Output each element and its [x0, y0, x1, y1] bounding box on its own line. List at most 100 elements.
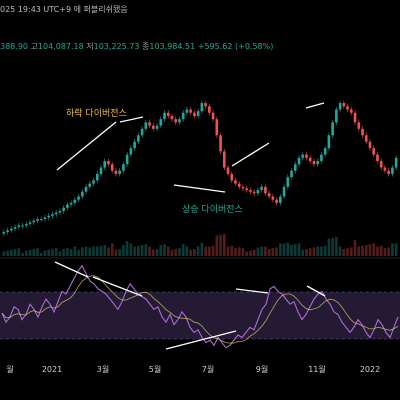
candle-body: [361, 128, 364, 136]
candle-body: [245, 188, 249, 191]
volume-bar: [39, 253, 43, 256]
volume-bar: [230, 245, 234, 256]
volume-bar: [144, 244, 148, 256]
candle-body: [372, 148, 376, 155]
candle-body: [200, 103, 204, 112]
candle-body: [2, 231, 6, 234]
rsi-trendline-bull: [165, 330, 237, 350]
candle-body: [13, 227, 17, 229]
change-value: +595.62 (+0.58%): [197, 42, 274, 51]
candle-body: [114, 170, 118, 174]
rsi-band: [0, 292, 400, 339]
volume-bar: [122, 245, 125, 256]
volume-bar: [338, 246, 342, 256]
volume-bar: [357, 246, 361, 256]
candle-body: [204, 103, 207, 107]
volume-bar: [125, 241, 129, 256]
volume-bar: [163, 244, 166, 256]
volume-bar: [62, 249, 65, 256]
candle-body: [189, 109, 192, 113]
candle-body: [77, 196, 80, 200]
candle-body: [178, 119, 181, 123]
candle-body: [21, 225, 24, 227]
volume-bar: [349, 247, 353, 256]
volume-bar: [211, 245, 215, 256]
volume-bar: [200, 242, 204, 256]
volume-bars: [2, 233, 398, 256]
volume-bar: [312, 247, 316, 256]
publish-status: 에 퍼블리쉬됐음: [73, 5, 128, 14]
volume-bar: [320, 246, 323, 256]
volume-bar: [148, 246, 151, 256]
candle-body: [163, 112, 166, 120]
candle-body: [181, 112, 185, 120]
price-trendline-bear-2: [119, 116, 144, 123]
candle-body: [301, 154, 305, 158]
candle-body: [379, 161, 383, 168]
x-tick-label: 5월: [149, 364, 161, 374]
rsi-trendline-top-2: [306, 285, 326, 297]
volume-bar: [151, 249, 155, 256]
candle-body: [24, 223, 28, 226]
candle-body: [222, 151, 226, 168]
candle-body: [338, 103, 342, 110]
candle-body: [241, 186, 245, 189]
candle-body: [185, 109, 189, 113]
volume-bar: [279, 243, 282, 256]
candle-body: [107, 161, 110, 165]
volume-bar: [69, 249, 73, 256]
volume-bar: [58, 251, 62, 256]
volume-bar: [346, 248, 349, 256]
candle-body: [349, 109, 353, 113]
rsi-pane: [1, 264, 399, 349]
volume-bar: [219, 234, 222, 256]
candle-body: [125, 154, 129, 165]
candle-body: [129, 148, 133, 155]
candle-body: [110, 164, 114, 171]
volume-bar: [28, 249, 32, 256]
candle-body: [264, 186, 267, 194]
volume-bar: [10, 249, 13, 256]
volume-bar: [43, 250, 47, 256]
volume-bar: [140, 245, 144, 256]
volume-bar: [237, 247, 241, 256]
price-trendline-bear-1: [56, 121, 117, 171]
rsi-trendline-top-1: [235, 288, 269, 294]
x-tick-label: 2021: [42, 365, 62, 374]
candle-body: [122, 164, 125, 171]
volume-bar: [95, 246, 99, 256]
candle-body: [28, 222, 32, 224]
volume-bar: [293, 244, 297, 256]
x-tick-label: 9월: [256, 364, 268, 374]
candle-body: [155, 125, 159, 129]
candle-body: [166, 112, 170, 116]
high-label: 고: [30, 42, 38, 51]
publish-info: 025 19:43 UTC+9 에 퍼블리쉬됐음: [0, 4, 128, 15]
candle-body: [140, 128, 144, 136]
volume-bar: [241, 248, 245, 256]
x-tick-label: 7월: [202, 364, 214, 374]
volume-bar: [54, 248, 58, 256]
volume-bar: [383, 248, 387, 256]
volume-bar: [249, 250, 252, 256]
volume-bar: [36, 248, 39, 256]
candle-body: [305, 154, 308, 158]
publish-datetime: 025 19:43 UTC+9: [0, 5, 72, 14]
candle-body: [39, 219, 43, 221]
volume-bar: [174, 249, 178, 256]
volume-bar: [77, 249, 80, 256]
x-tick-label: 월: [6, 364, 13, 374]
candle-body: [364, 135, 368, 142]
rsi-trendline-bear-1: [54, 261, 89, 278]
volume-bar: [181, 244, 185, 256]
candle-body: [118, 170, 121, 174]
volume-bar: [297, 243, 301, 256]
volume-bar: [364, 245, 368, 256]
candle-body: [151, 125, 155, 129]
candle-body: [376, 154, 379, 162]
volume-bar: [24, 250, 28, 256]
candle-body: [84, 186, 88, 192]
volume-bar: [99, 245, 103, 256]
volume-bar: [256, 247, 260, 256]
